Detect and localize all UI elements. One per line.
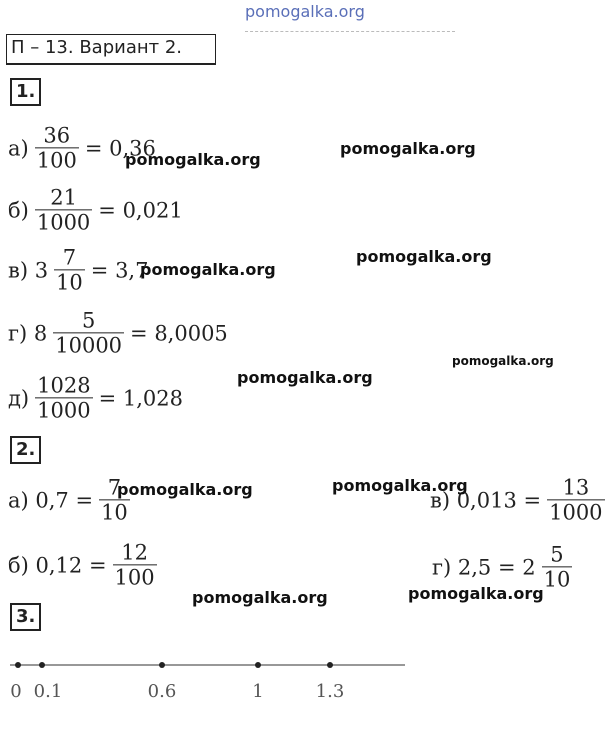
expression-text: б) bbox=[8, 198, 29, 222]
expression-text: г) 2,5 = 2 bbox=[432, 555, 536, 579]
watermark: pomogalka.org bbox=[237, 368, 373, 387]
header-title: П – 13. Вариант 2. bbox=[11, 37, 183, 58]
point-label: 1.3 bbox=[316, 681, 345, 700]
numerator: 13 bbox=[562, 475, 590, 500]
numerator: 36 bbox=[43, 123, 71, 148]
denominator: 10 bbox=[99, 499, 130, 525]
fraction: 21 1000 bbox=[34, 185, 93, 235]
fraction: 36 100 bbox=[34, 123, 79, 173]
header-box: П – 13. Вариант 2. bbox=[6, 34, 216, 65]
expression-text: б) 0,12 = bbox=[8, 553, 107, 577]
numerator: 5 bbox=[550, 542, 564, 567]
point-label: 0.6 bbox=[148, 681, 177, 700]
watermark: pomogalka.org bbox=[192, 588, 328, 607]
point bbox=[39, 662, 45, 668]
exercise: д) 1028 1000 = 1,028 bbox=[8, 373, 183, 422]
watermark: pomogalka.org bbox=[340, 139, 476, 158]
numerator: 5 bbox=[81, 308, 96, 333]
watermark: pomogalka.org bbox=[408, 584, 544, 603]
denominator: 1000 bbox=[34, 209, 93, 235]
numerator: 12 bbox=[121, 540, 148, 565]
task-number: 1. bbox=[10, 78, 42, 106]
task-number: 3. bbox=[10, 603, 42, 631]
point-label: 1 bbox=[252, 681, 263, 700]
point bbox=[159, 662, 165, 668]
watermark: pomogalka.org bbox=[356, 247, 492, 266]
point-label: 0 bbox=[10, 681, 21, 700]
exercise: г) 2,5 = 2 5 10 bbox=[432, 542, 573, 592]
exercise: в) 3 7 10 = 3,7 bbox=[8, 245, 148, 294]
watermark: pomogalka.org bbox=[117, 480, 253, 499]
expression-text: а) bbox=[8, 136, 29, 160]
exercise: а) 0,7 = 7 10 bbox=[8, 475, 130, 525]
fraction: 5 10000 bbox=[53, 308, 125, 358]
exercise: а) 36 100 = 0,36 bbox=[8, 123, 156, 172]
fraction: 5 10 bbox=[541, 542, 573, 592]
watermark: pomogalka.org bbox=[140, 260, 276, 279]
fraction: 12 100 bbox=[112, 540, 157, 590]
denominator: 1000 bbox=[35, 397, 93, 423]
denominator: 1000 bbox=[547, 499, 605, 525]
fraction: 1028 1000 bbox=[35, 373, 93, 423]
watermark: pomogalka.org bbox=[125, 150, 261, 169]
watermark: pomogalka.org bbox=[332, 476, 468, 495]
denominator: 10 bbox=[541, 566, 573, 592]
point-label: 0.1 bbox=[34, 681, 63, 700]
numerator: 1028 bbox=[37, 373, 91, 398]
denominator: 10 bbox=[54, 269, 85, 295]
exercise: в) 0,013 = 13 1000 bbox=[430, 475, 605, 525]
number-line: 0 0.1 0.6 1 1.3 bbox=[10, 662, 405, 700]
fraction: 7 10 bbox=[99, 475, 130, 525]
expression-text: г) 8 bbox=[8, 321, 48, 345]
task-number: 2. bbox=[10, 436, 42, 464]
expression-text: д) bbox=[8, 386, 30, 410]
watermark: pomogalka.org bbox=[245, 2, 365, 21]
denominator: 100 bbox=[112, 564, 157, 590]
expression-text: = 0,021 bbox=[98, 198, 183, 222]
numerator: 7 bbox=[62, 245, 77, 270]
fraction: 7 10 bbox=[54, 245, 85, 295]
numerator: 7 bbox=[107, 475, 122, 500]
expression-text: а) 0,7 = bbox=[8, 488, 94, 512]
fraction: 13 1000 bbox=[547, 475, 605, 525]
exercise: б) 21 1000 = 0,021 bbox=[8, 185, 183, 234]
expression-text: = 1,028 bbox=[98, 386, 183, 410]
watermark: pomogalka.org bbox=[452, 354, 554, 368]
exercise: г) 8 5 10000 = 8,0005 bbox=[8, 308, 228, 357]
expression-text: = 8,0005 bbox=[130, 321, 228, 345]
point bbox=[327, 662, 333, 668]
expression-text: = 3,7 bbox=[90, 258, 149, 282]
expression-text: в) 0,013 = bbox=[430, 488, 542, 512]
dashed-rule bbox=[245, 31, 455, 32]
expression-text: = 0,36 bbox=[84, 136, 156, 160]
point bbox=[15, 662, 21, 668]
numerator: 21 bbox=[50, 185, 77, 210]
denominator: 10000 bbox=[53, 332, 125, 358]
point bbox=[255, 662, 261, 668]
expression-text: в) 3 bbox=[8, 258, 49, 282]
exercise: б) 0,12 = 12 100 bbox=[8, 540, 157, 590]
denominator: 100 bbox=[34, 147, 79, 173]
